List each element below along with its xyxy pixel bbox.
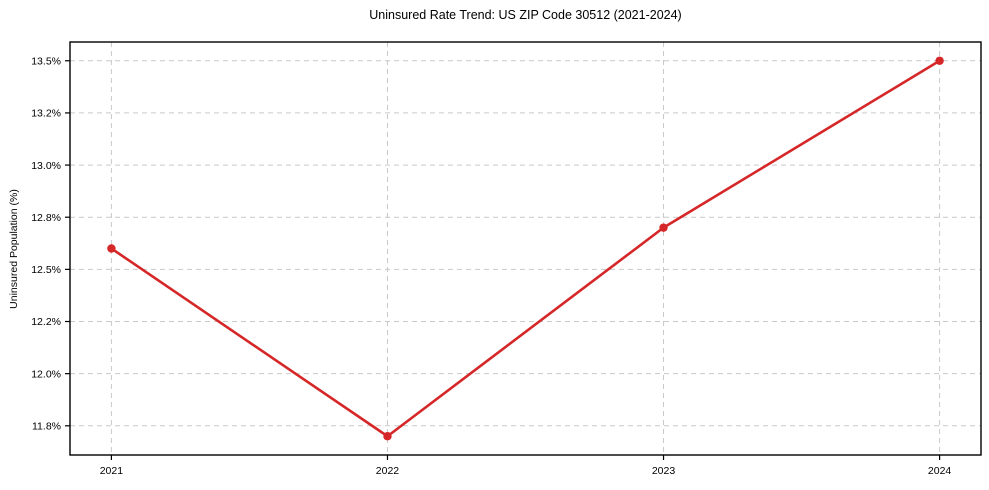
y-tick-label: 12.2% [31, 316, 61, 328]
y-tick-label: 13.5% [31, 55, 61, 67]
y-tick-label: 12.0% [31, 368, 61, 380]
y-tick-label: 12.8% [31, 212, 61, 224]
y-tick-label: 13.0% [31, 160, 61, 172]
y-tick-label: 12.5% [31, 264, 61, 276]
x-tick-label: 2024 [928, 465, 952, 477]
data-point-marker [107, 244, 116, 253]
data-point-marker [935, 56, 944, 65]
y-tick-label: 13.2% [31, 108, 61, 120]
y-axis-label: Uninsured Population (%) [8, 189, 20, 309]
y-tick-label: 11.8% [32, 420, 61, 432]
plot-frame [69, 41, 982, 456]
x-tick-label: 2021 [100, 465, 124, 477]
data-point-marker [659, 223, 668, 232]
chart-title: Uninsured Rate Trend: US ZIP Code 30512 … [369, 8, 682, 22]
data-point-marker [383, 432, 392, 441]
x-tick-label: 2022 [376, 465, 400, 477]
x-tick-label: 2023 [652, 465, 676, 477]
trend-line [110, 59, 941, 438]
